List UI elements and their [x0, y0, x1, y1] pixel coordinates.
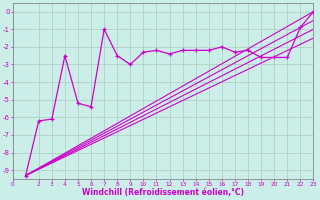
X-axis label: Windchill (Refroidissement éolien,°C): Windchill (Refroidissement éolien,°C)	[82, 188, 244, 197]
